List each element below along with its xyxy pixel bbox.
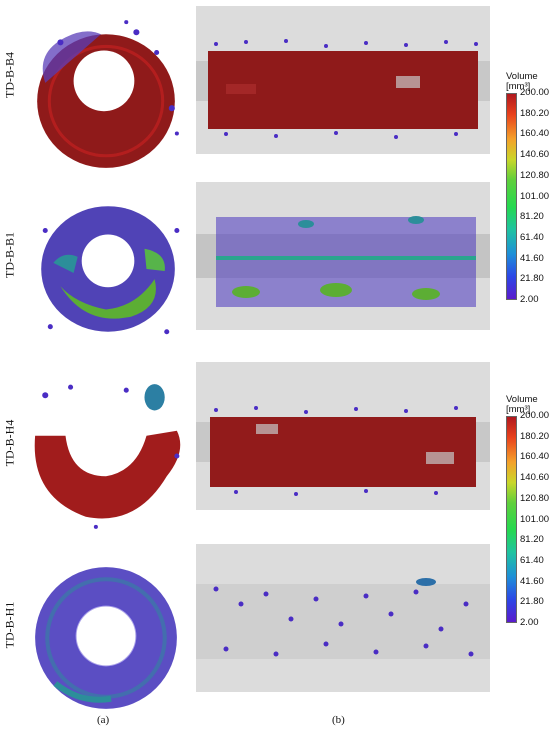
legend-tick: 81.20 xyxy=(520,534,544,546)
legend-tick: 160.40 xyxy=(520,128,550,140)
legend-tick: 21.80 xyxy=(520,596,544,608)
row-label-4: TD-B-H1 xyxy=(2,601,17,649)
legend-ticks: 200.00 180.20 160.40 140.60 120.80 101.0… xyxy=(520,411,550,628)
legend-tick: 81.20 xyxy=(520,211,544,223)
legend-tick: 101.00 xyxy=(520,513,550,525)
legend-gradient xyxy=(506,416,517,623)
cross-section-td-b-h1 xyxy=(35,567,177,709)
panel-label-a: (a) xyxy=(97,714,110,726)
legend-tick: 180.20 xyxy=(520,107,550,119)
legend-tick: 41.60 xyxy=(520,252,544,264)
row-label-1: TD-B-B4 xyxy=(2,52,17,98)
cross-section-td-b-b1 xyxy=(41,206,180,335)
legend-ticks: 200.00 180.20 160.40 140.60 120.80 101.0… xyxy=(520,88,550,305)
longitudinal-view-td-b-h4 xyxy=(196,362,490,510)
legend-tick: 21.80 xyxy=(520,273,544,285)
volume-colorbar-bottom: Volume [mm³] 200.00 180.20 160.40 140.60 … xyxy=(490,394,550,645)
longitudinal-view-td-b-h1 xyxy=(196,544,490,692)
legend-tick: 61.40 xyxy=(520,554,544,566)
legend-tick: 41.60 xyxy=(520,575,544,587)
legend-tick: 200.00 xyxy=(520,87,550,98)
panel-label-b: (b) xyxy=(332,714,345,726)
legend-tick: 120.80 xyxy=(520,169,550,181)
legend-tick: 120.80 xyxy=(520,492,550,504)
legend-title: Volume [mm³] xyxy=(506,71,538,92)
legend-gradient xyxy=(506,93,517,300)
legend-tick: 200.00 xyxy=(520,410,550,421)
legend-tick: 2.00 xyxy=(520,617,539,628)
legend-title: Volume [mm³] xyxy=(506,394,538,415)
legend-tick: 140.60 xyxy=(520,149,550,161)
cross-section-td-b-b4 xyxy=(37,20,179,168)
legend-tick: 101.00 xyxy=(520,190,550,202)
legend-tick: 61.40 xyxy=(520,231,544,243)
longitudinal-view-td-b-b1 xyxy=(196,182,490,330)
longitudinal-view-td-b-b4 xyxy=(196,6,490,154)
cross-section-td-b-h4 xyxy=(34,384,181,529)
row-label-3: TD-B-H4 xyxy=(2,419,17,467)
legend-tick: 140.60 xyxy=(520,472,550,484)
legend-tick: 2.00 xyxy=(520,294,539,305)
volume-colorbar-top: Volume [mm³] 200.00 180.20 160.40 140.60 … xyxy=(490,71,550,322)
legend-tick: 180.20 xyxy=(520,430,550,442)
legend-tick: 160.40 xyxy=(520,451,550,463)
row-label-2: TD-B-B1 xyxy=(2,232,17,278)
